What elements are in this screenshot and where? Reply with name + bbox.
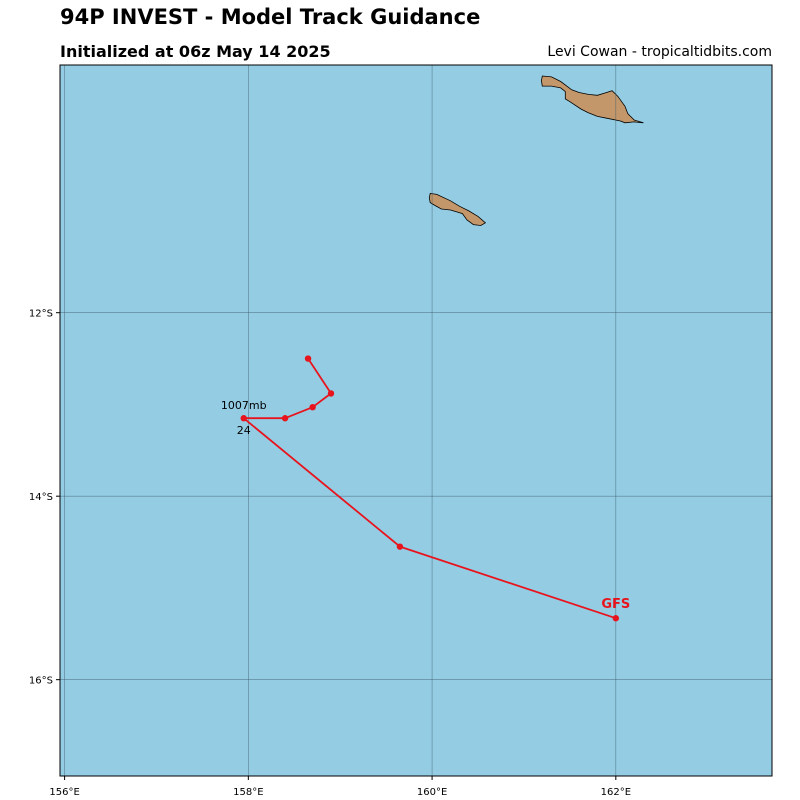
gridlines (60, 65, 772, 776)
lat-tick-label: 12°S (29, 309, 53, 320)
track-point (304, 355, 312, 362)
model-label: GFS (601, 597, 630, 612)
track-point (396, 543, 404, 550)
lat-tick-label: 14°S (29, 492, 53, 503)
track-point (309, 403, 316, 411)
lon-tick-label: 160°E (417, 787, 447, 798)
track-point (327, 390, 335, 397)
lat-tick-label: 16°S (29, 676, 53, 687)
island-2 (428, 192, 487, 226)
map-frame (59, 64, 773, 777)
pressure-label: 1007mb (221, 399, 267, 412)
lon-tick-label: 158°E (233, 787, 263, 798)
lon-tick-label: 162°E (601, 787, 631, 798)
lon-tick-label: 156°E (49, 787, 79, 798)
track-point (612, 615, 620, 622)
ocean-background (60, 65, 772, 776)
credit-text: Levi Cowan - tropicaltidbits.com (547, 44, 772, 60)
init-time-subtitle: Initialized at 06z May 14 2025 (60, 42, 331, 61)
track-point (281, 415, 289, 422)
storm-track: GFS 1007mb 24 (221, 355, 630, 622)
islands-layer (428, 75, 644, 226)
map-title: 94P INVEST - Model Track Guidance (60, 5, 481, 29)
axis-ticks: 156°E 158°E 160°E 162°E 12°S 14°S 16°S (29, 309, 631, 798)
forecast-hour-label: 24 (237, 424, 251, 437)
island-1 (540, 75, 644, 124)
track-point (240, 415, 247, 422)
